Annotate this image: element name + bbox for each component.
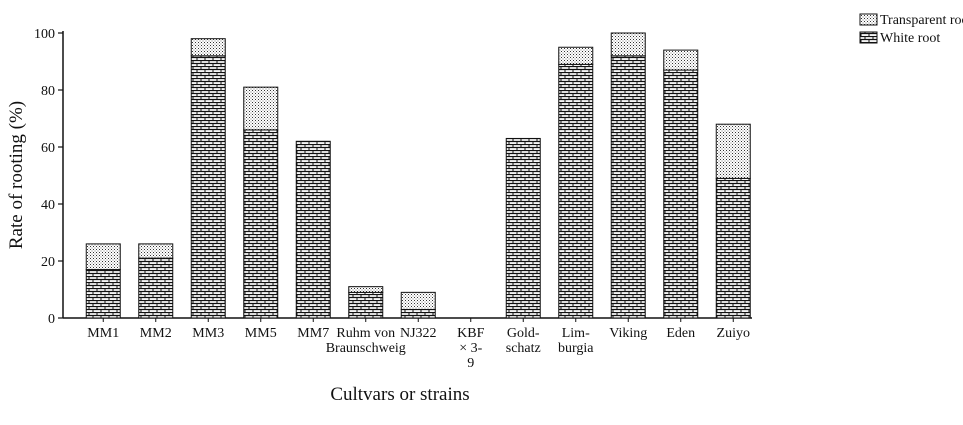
bar-segment [610, 32, 646, 57]
bar-segment [243, 129, 279, 319]
bar-segment [558, 63, 594, 319]
x-tick-label: KBF × 3-9 [457, 326, 485, 371]
bar-segment [85, 269, 121, 319]
x-tick-label: MM5 [244, 326, 277, 341]
bar-segment [138, 257, 174, 319]
y-tick-label: 20 [41, 255, 55, 270]
bar-segment [715, 177, 751, 319]
bar-segment [190, 55, 226, 319]
bar-segment [138, 243, 174, 259]
bar-segment [85, 243, 121, 271]
y-tick-label: 100 [34, 27, 55, 42]
legend-swatch [859, 31, 878, 44]
x-axis-label: Cultvars or strains [330, 384, 469, 405]
bar-segment [243, 86, 279, 131]
bar-segment [348, 286, 384, 293]
legend-label: White root [880, 31, 940, 46]
bar-segment [505, 137, 541, 319]
x-tick-label: Lim- burgia [557, 326, 594, 356]
x-tick-label: MM2 [139, 326, 172, 341]
x-tick-label: NJ322 [399, 326, 437, 341]
bar-segment [400, 308, 436, 319]
y-axis-label: Rate of rooting (%) [6, 101, 27, 249]
bar-segment [295, 140, 331, 319]
y-tick-label: 60 [41, 141, 55, 156]
y-tick-label: 0 [48, 312, 55, 327]
bar-segment [610, 55, 646, 319]
bar-segment [400, 291, 436, 310]
legend-label: Transparent root [880, 13, 963, 28]
bar-segment [558, 46, 594, 65]
x-tick-label: Zuiyo [716, 326, 750, 341]
x-tick-label: Ruhm von Braunschweig [325, 326, 406, 356]
y-tick-label: 40 [41, 198, 55, 213]
bar-segment [715, 123, 751, 179]
legend-swatch [859, 13, 878, 26]
bar-segment [663, 69, 699, 319]
bar-segment [663, 49, 699, 71]
x-tick-label: MM7 [297, 326, 330, 341]
bar-segment [348, 291, 384, 319]
x-tick-label: Eden [666, 326, 696, 341]
x-tick-label: MM3 [192, 326, 225, 341]
x-tick-label: Viking [609, 326, 648, 341]
y-tick-label: 80 [41, 84, 55, 99]
bar-segment [190, 38, 226, 57]
x-tick-label: Gold- schatz [505, 326, 541, 356]
x-tick-label: MM1 [87, 326, 120, 341]
